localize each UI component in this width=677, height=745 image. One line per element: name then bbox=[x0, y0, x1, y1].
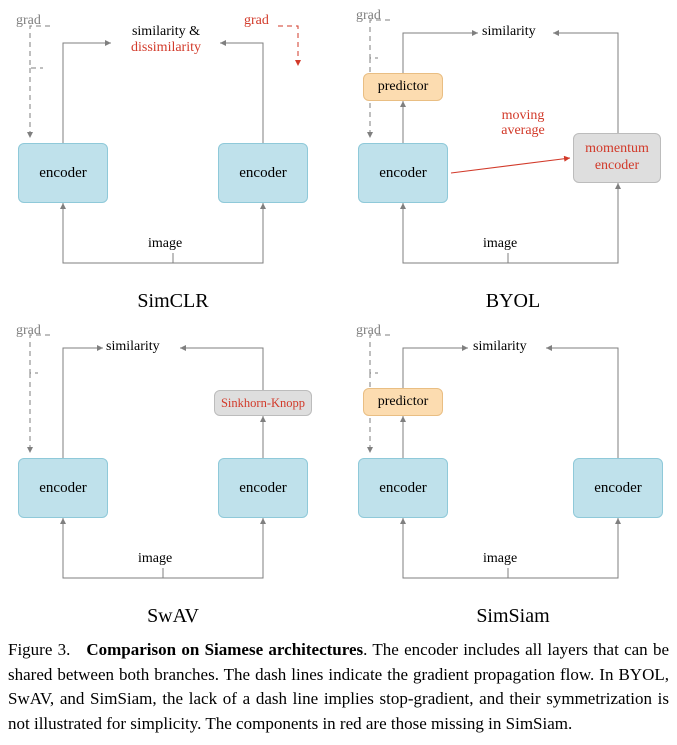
encoder-left: encoder bbox=[18, 143, 108, 203]
title-byol: BYOL bbox=[348, 290, 677, 313]
image-label: image bbox=[483, 236, 517, 252]
panel-byol: grad similarity predictor movingaverage … bbox=[348, 8, 677, 288]
encoder-right: encoder bbox=[218, 458, 308, 518]
panel-simsiam: grad similarity predictor encoder encode… bbox=[348, 323, 677, 603]
grad-label-left: grad bbox=[16, 323, 41, 339]
panel-simclr: grad grad similarity &dissimilarity enco… bbox=[8, 8, 338, 288]
title-simclr: SimCLR bbox=[8, 290, 338, 313]
moving-avg-label: movingaverage bbox=[488, 108, 558, 139]
panel-swav: grad similarity Sinkhorn-Knopp encoder e… bbox=[8, 323, 338, 603]
grad-label-left: grad bbox=[16, 13, 41, 29]
image-label: image bbox=[148, 236, 182, 252]
similarity-text: similarity &dissimilarity bbox=[131, 24, 201, 55]
momentum-encoder: momentumencoder bbox=[573, 133, 661, 183]
similarity-label: similarity bbox=[473, 339, 527, 355]
similarity-label: similarity bbox=[482, 24, 536, 40]
image-label: image bbox=[483, 551, 517, 567]
predictor-box: predictor bbox=[363, 73, 443, 101]
title-simsiam: SimSiam bbox=[348, 605, 677, 628]
similarity-label: similarity bbox=[106, 339, 160, 355]
image-label: image bbox=[138, 551, 172, 567]
similarity-label: similarity &dissimilarity bbox=[113, 24, 219, 56]
sinkhorn-knopp-box: Sinkhorn-Knopp bbox=[214, 390, 312, 416]
caption-prefix: Figure 3. bbox=[8, 640, 70, 659]
figure-caption: Figure 3. Comparison on Siamese architec… bbox=[8, 638, 669, 737]
encoder-right: encoder bbox=[218, 143, 308, 203]
title-swav: SwAV bbox=[8, 605, 338, 628]
encoder-left: encoder bbox=[18, 458, 108, 518]
caption-bold: Comparison on Siamese architectures bbox=[86, 640, 363, 659]
predictor-box: predictor bbox=[363, 388, 443, 416]
grad-label-right: grad bbox=[244, 13, 269, 29]
encoder-left: encoder bbox=[358, 143, 448, 203]
encoder-left: encoder bbox=[358, 458, 448, 518]
grad-label-left: grad bbox=[356, 8, 381, 24]
grad-label-left: grad bbox=[356, 323, 381, 339]
encoder-right: encoder bbox=[573, 458, 663, 518]
diagram-grid: grad grad similarity &dissimilarity enco… bbox=[8, 8, 669, 628]
